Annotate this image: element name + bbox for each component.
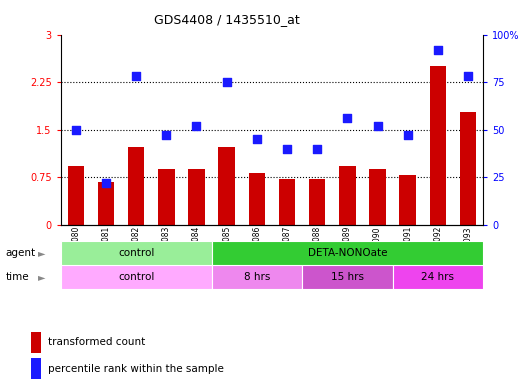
Bar [68,166,84,225]
Bar [212,265,302,289]
Bar [61,241,212,265]
Text: 15 hrs: 15 hrs [331,272,364,282]
Point [222,79,231,85]
Point [283,146,291,152]
Point [102,180,110,186]
Text: control: control [118,248,154,258]
Text: agent: agent [5,248,35,258]
Bar [31,358,41,379]
Bar [61,265,212,289]
Bar [31,331,41,353]
Bar [399,175,416,225]
Text: ►: ► [38,248,45,258]
Bar [430,66,446,225]
Point [403,132,412,138]
Point [373,123,382,129]
Point [162,132,171,138]
Bar [212,241,483,265]
Bar [158,169,175,225]
Point [132,73,140,79]
Point [252,136,261,142]
Point [72,127,80,133]
Bar [460,112,476,225]
Bar [302,265,393,289]
Bar [369,169,386,225]
Text: GDS4408 / 1435510_at: GDS4408 / 1435510_at [154,13,300,26]
Text: time: time [5,272,29,282]
Bar [128,147,145,225]
Bar [339,166,356,225]
Bar [219,147,235,225]
Bar [98,182,114,225]
Text: transformed count: transformed count [48,337,145,347]
Text: control: control [118,272,154,282]
Text: DETA-NONOate: DETA-NONOate [308,248,387,258]
Point [343,115,352,121]
Point [192,123,201,129]
Bar [393,265,483,289]
Point [313,146,322,152]
Bar [188,169,205,225]
Text: 8 hrs: 8 hrs [243,272,270,282]
Bar [249,173,265,225]
Point [433,47,442,53]
Text: 24 hrs: 24 hrs [421,272,455,282]
Bar [279,179,295,225]
Text: ►: ► [38,272,45,282]
Point [464,73,472,79]
Text: percentile rank within the sample: percentile rank within the sample [48,364,224,374]
Bar [309,179,325,225]
